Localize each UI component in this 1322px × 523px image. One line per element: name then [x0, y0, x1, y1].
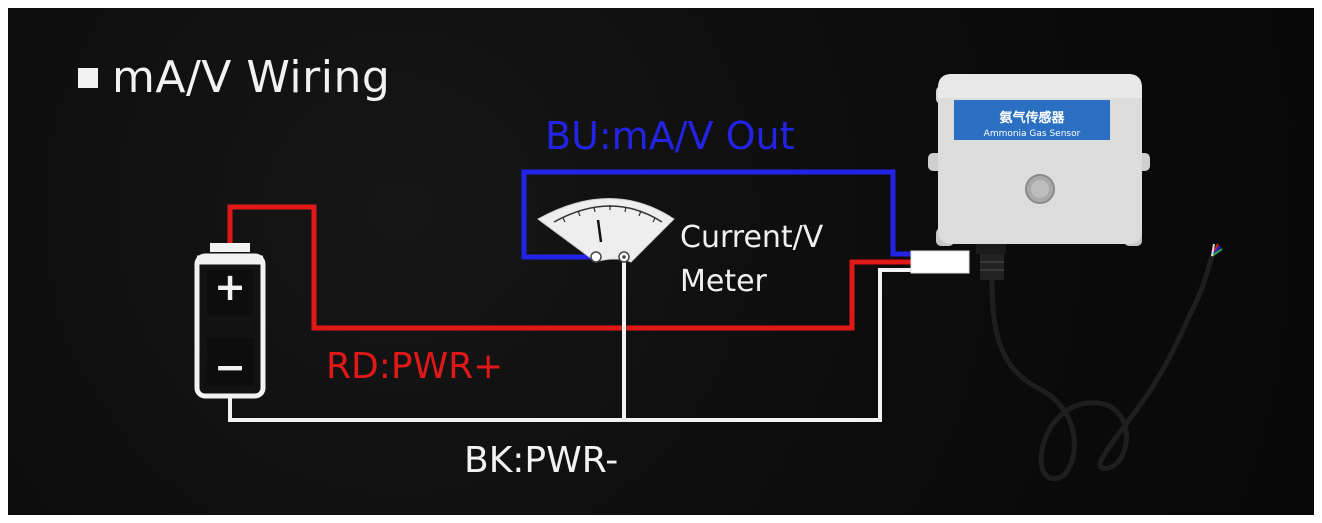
diagram-panel: mA/V Wiring + −: [8, 8, 1314, 515]
black-wire-label: BK:PWR-: [464, 440, 619, 481]
sensor-label-en: Ammonia Gas Sensor: [984, 129, 1081, 139]
meter-icon: [537, 198, 675, 263]
battery-minus-sign: −: [214, 345, 246, 389]
diagram-title: mA/V Wiring: [112, 52, 391, 103]
title-row: mA/V Wiring: [78, 52, 390, 103]
meter-label-line2: Meter: [680, 264, 767, 299]
battery-plus-sign: +: [214, 265, 246, 309]
red-wire: [227, 204, 911, 331]
meter-label-line1: Current/V: [680, 220, 824, 255]
wiring-svg: + −: [194, 74, 1223, 481]
sensor-label-cn: 氨气传感器: [998, 110, 1065, 126]
sensor-device-image: [910, 74, 1223, 481]
red-wire-label: RD:PWR+: [326, 346, 504, 387]
battery-icon: [194, 243, 266, 399]
title-bullet: [78, 67, 98, 88]
blue-wire: [521, 169, 911, 260]
black-wire: [228, 268, 911, 422]
blue-wire-label: BU:mA/V Out: [545, 114, 795, 158]
